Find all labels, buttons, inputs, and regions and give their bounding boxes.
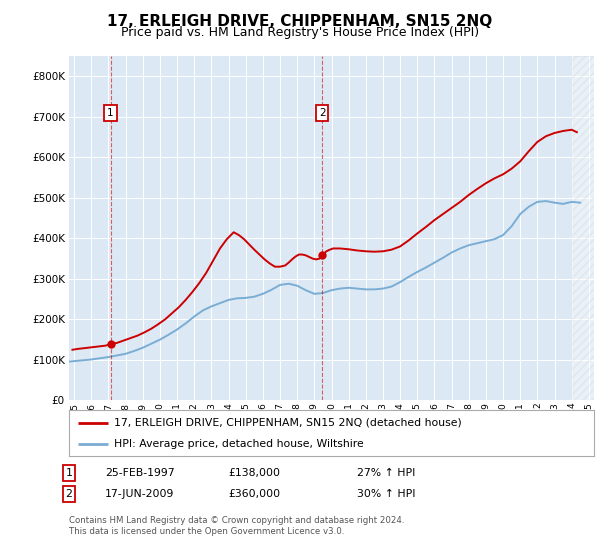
Text: 25-FEB-1997: 25-FEB-1997 <box>105 468 175 478</box>
Text: 30% ↑ HPI: 30% ↑ HPI <box>357 489 415 499</box>
Text: 2: 2 <box>65 489 73 499</box>
Text: 17-JUN-2009: 17-JUN-2009 <box>105 489 175 499</box>
Text: 1: 1 <box>65 468 73 478</box>
Text: Contains HM Land Registry data © Crown copyright and database right 2024.
This d: Contains HM Land Registry data © Crown c… <box>69 516 404 536</box>
Bar <box>572 56 594 400</box>
Text: £360,000: £360,000 <box>228 489 280 499</box>
Text: 17, ERLEIGH DRIVE, CHIPPENHAM, SN15 2NQ (detached house): 17, ERLEIGH DRIVE, CHIPPENHAM, SN15 2NQ … <box>113 418 461 428</box>
Text: HPI: Average price, detached house, Wiltshire: HPI: Average price, detached house, Wilt… <box>113 439 364 449</box>
Text: Price paid vs. HM Land Registry's House Price Index (HPI): Price paid vs. HM Land Registry's House … <box>121 26 479 39</box>
Text: 17, ERLEIGH DRIVE, CHIPPENHAM, SN15 2NQ: 17, ERLEIGH DRIVE, CHIPPENHAM, SN15 2NQ <box>107 14 493 29</box>
Text: 1: 1 <box>107 108 114 118</box>
Text: £138,000: £138,000 <box>228 468 280 478</box>
Text: 27% ↑ HPI: 27% ↑ HPI <box>357 468 415 478</box>
Text: 2: 2 <box>319 108 326 118</box>
